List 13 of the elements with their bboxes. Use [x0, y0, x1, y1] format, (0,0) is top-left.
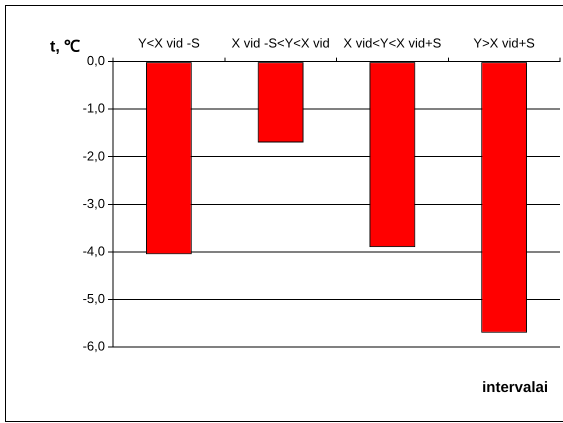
x-tick-label: X vid -S<Y<X vid: [231, 35, 330, 50]
x-tick-label: X vid<Y<X vid+S: [343, 35, 442, 50]
y-tick-label: -6,0: [82, 338, 105, 354]
y-tick-label: 0,0: [86, 53, 105, 68]
y-tick-label: -2,0: [82, 148, 105, 164]
y-tick-label: -4,0: [82, 243, 105, 258]
y-tick-label: -1,0: [82, 100, 105, 116]
y-tick-label: -3,0: [82, 196, 105, 211]
y-axis-title: t, ℃: [50, 38, 80, 56]
y-tick-label: -5,0: [82, 291, 105, 306]
x-tick-label: Y>X vid+S: [473, 35, 536, 50]
x-axis-title: intervalai: [482, 379, 548, 396]
x-tick-label: Y<X vid -S: [138, 35, 200, 50]
